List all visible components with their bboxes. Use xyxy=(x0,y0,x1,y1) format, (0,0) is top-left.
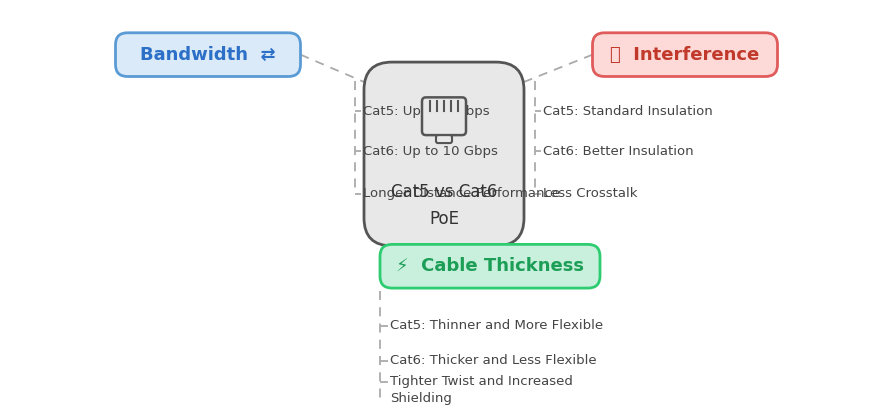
Text: Cat6: Thicker and Less Flexible: Cat6: Thicker and Less Flexible xyxy=(390,354,597,367)
Text: 🔈  Interference: 🔈 Interference xyxy=(610,46,759,64)
Text: Cat5: Thinner and More Flexible: Cat5: Thinner and More Flexible xyxy=(390,319,603,333)
Text: ⚡  Cable Thickness: ⚡ Cable Thickness xyxy=(396,257,584,275)
Text: Bandwidth  ⇄: Bandwidth ⇄ xyxy=(140,46,276,64)
FancyBboxPatch shape xyxy=(436,135,452,143)
FancyBboxPatch shape xyxy=(422,97,466,135)
Text: Longer Distance Performance: Longer Distance Performance xyxy=(363,187,560,200)
Text: Less Crosstalk: Less Crosstalk xyxy=(543,187,638,200)
Text: Cat6: Better Insulation: Cat6: Better Insulation xyxy=(543,144,694,157)
Text: Cat6: Up to 10 Gbps: Cat6: Up to 10 Gbps xyxy=(363,144,498,157)
FancyBboxPatch shape xyxy=(592,33,778,76)
Text: Cat5: Up to 1 Gbps: Cat5: Up to 1 Gbps xyxy=(363,105,489,118)
FancyBboxPatch shape xyxy=(364,62,524,246)
Text: Cat5: Standard Insulation: Cat5: Standard Insulation xyxy=(543,105,713,118)
FancyBboxPatch shape xyxy=(115,33,300,76)
Text: Cat5 vs Cat6
PoE: Cat5 vs Cat6 PoE xyxy=(391,184,497,228)
FancyBboxPatch shape xyxy=(380,245,600,288)
Text: Tighter Twist and Increased
Shielding: Tighter Twist and Increased Shielding xyxy=(390,375,573,405)
